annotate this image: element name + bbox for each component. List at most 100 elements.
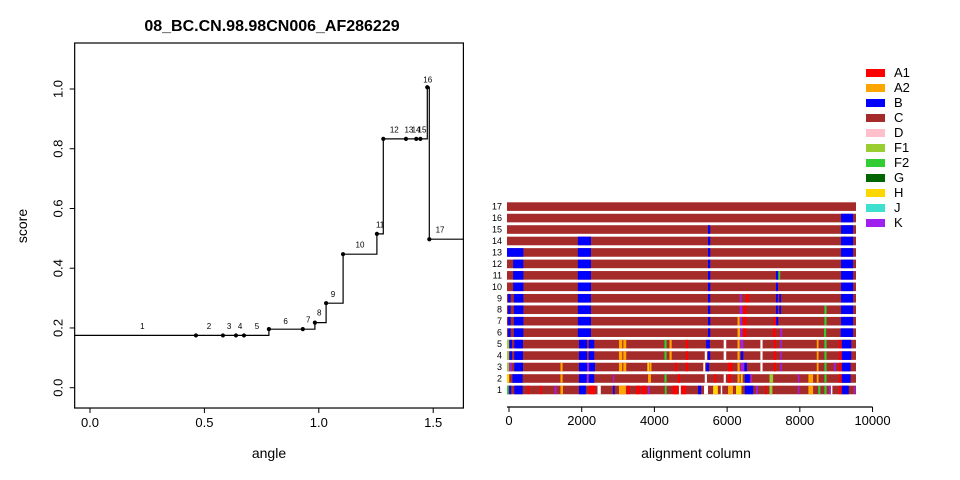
- alignment-segment: [577, 259, 591, 269]
- x-tick-label: 4000: [640, 413, 669, 428]
- legend-color-swatch: [866, 128, 885, 137]
- alignment-segment: [776, 316, 779, 326]
- row-label: 9: [497, 293, 502, 303]
- alignment-segment: [514, 362, 523, 372]
- data-point-dot: [233, 333, 239, 338]
- row-label: 7: [497, 316, 502, 326]
- alignment-segment: [841, 213, 854, 223]
- alignment-segment: [577, 236, 591, 246]
- legend-color-swatch: [866, 158, 885, 167]
- data-point-dot: [427, 237, 432, 242]
- alignment-segment: [780, 362, 782, 372]
- alignment-segment: [513, 259, 524, 269]
- legend-color-swatch: [866, 68, 885, 77]
- alignment-segment: [641, 385, 647, 395]
- alignment-segment: [623, 351, 627, 360]
- alignment-segment: [776, 305, 778, 315]
- alignment-segment: [773, 351, 777, 360]
- alignment-segment: [816, 339, 819, 349]
- alignment-row-bar: [507, 282, 856, 292]
- alignment-segment: [723, 374, 726, 383]
- point-number-label: 16: [423, 75, 432, 84]
- alignment-segment: [744, 362, 747, 372]
- x-tick-label: 2000: [567, 413, 596, 428]
- row-label: 16: [492, 213, 502, 223]
- alignment-segment: [739, 305, 743, 315]
- alignment-segment: [708, 305, 711, 315]
- alignment-row: [507, 374, 856, 383]
- alignment-segment: [509, 351, 513, 360]
- alignment-segment: [507, 248, 524, 257]
- data-point-dot: [300, 327, 305, 332]
- alignment-segment: [829, 385, 831, 395]
- alignment-segment: [708, 248, 711, 257]
- alignment-row-bar: [507, 328, 856, 337]
- alignment-row: [507, 282, 856, 292]
- alignment-segment: [773, 339, 777, 349]
- data-point-dots: [193, 85, 432, 338]
- alignment-segment: [648, 374, 651, 383]
- row-label: 8: [497, 305, 502, 315]
- data-point-dot: [312, 320, 318, 325]
- alignment-segment: [509, 385, 512, 395]
- left-plot-frame: [74, 42, 465, 409]
- alignment-segment: [797, 374, 800, 383]
- alignment-row: [507, 339, 856, 349]
- alignment-segment: [824, 328, 827, 337]
- alignment-segment: [698, 385, 702, 395]
- legend-color-swatch: [866, 143, 885, 152]
- alignment-row-bar: [507, 202, 856, 211]
- alignment-segment: [779, 293, 782, 303]
- alignment-row-bar: [507, 316, 856, 326]
- alignment-segment: [578, 362, 587, 372]
- alignment-segment: [776, 271, 779, 280]
- data-point-dot: [266, 327, 272, 332]
- alignment-segment: [714, 374, 717, 383]
- point-number-label: 3: [227, 322, 232, 331]
- alignment-segment: [636, 385, 640, 395]
- alignment-segment: [841, 305, 854, 315]
- x-tick-label: 10000: [854, 413, 890, 428]
- legend-color-swatch: [866, 83, 885, 92]
- alignment-segment: [773, 316, 776, 326]
- legend-color-swatch: [866, 203, 885, 212]
- legend-label: C: [894, 110, 904, 125]
- legend-label: K: [894, 215, 903, 230]
- alignment-segment: [838, 385, 842, 395]
- legend-item: F1: [866, 140, 910, 155]
- y-tick-label: 0.6: [51, 199, 66, 217]
- alignment-segment: [708, 351, 711, 360]
- row-label: 1: [497, 385, 502, 395]
- alignment-segment: [728, 362, 733, 372]
- alignment-segment: [618, 351, 623, 360]
- alignment-segment: [706, 339, 710, 349]
- alignment-row-bar: [507, 293, 856, 303]
- alignment-segment: [704, 385, 709, 395]
- point-number-label: 8: [317, 309, 322, 318]
- legend-color-swatch: [866, 218, 885, 227]
- alignment-segment: [853, 385, 856, 395]
- x-tick-label: 1.0: [310, 415, 328, 430]
- data-point-dot: [374, 231, 380, 236]
- alignment-segment: [723, 351, 727, 360]
- legend-item: B: [866, 95, 910, 110]
- alignment-segment: [507, 385, 509, 395]
- alignment-segment: [648, 385, 650, 395]
- alignment-segment: [577, 282, 591, 292]
- alignment-row-bar: [507, 236, 856, 246]
- alignment-segment: [513, 328, 524, 337]
- point-number-label: 7: [306, 315, 311, 324]
- y-tick-label: 1.0: [51, 80, 66, 98]
- alignment-segment: [587, 362, 589, 372]
- alignment-segment: [560, 362, 563, 372]
- alignment-segment: [578, 339, 587, 349]
- alignment-segment: [797, 385, 800, 395]
- point-number-label: 15: [418, 125, 427, 134]
- row-label: 15: [492, 225, 502, 235]
- alignment-segment: [623, 339, 627, 349]
- data-point-dot: [418, 136, 423, 141]
- data-point-dot: [340, 252, 346, 257]
- legend-label: F1: [894, 140, 910, 155]
- alignment-segment: [723, 339, 727, 349]
